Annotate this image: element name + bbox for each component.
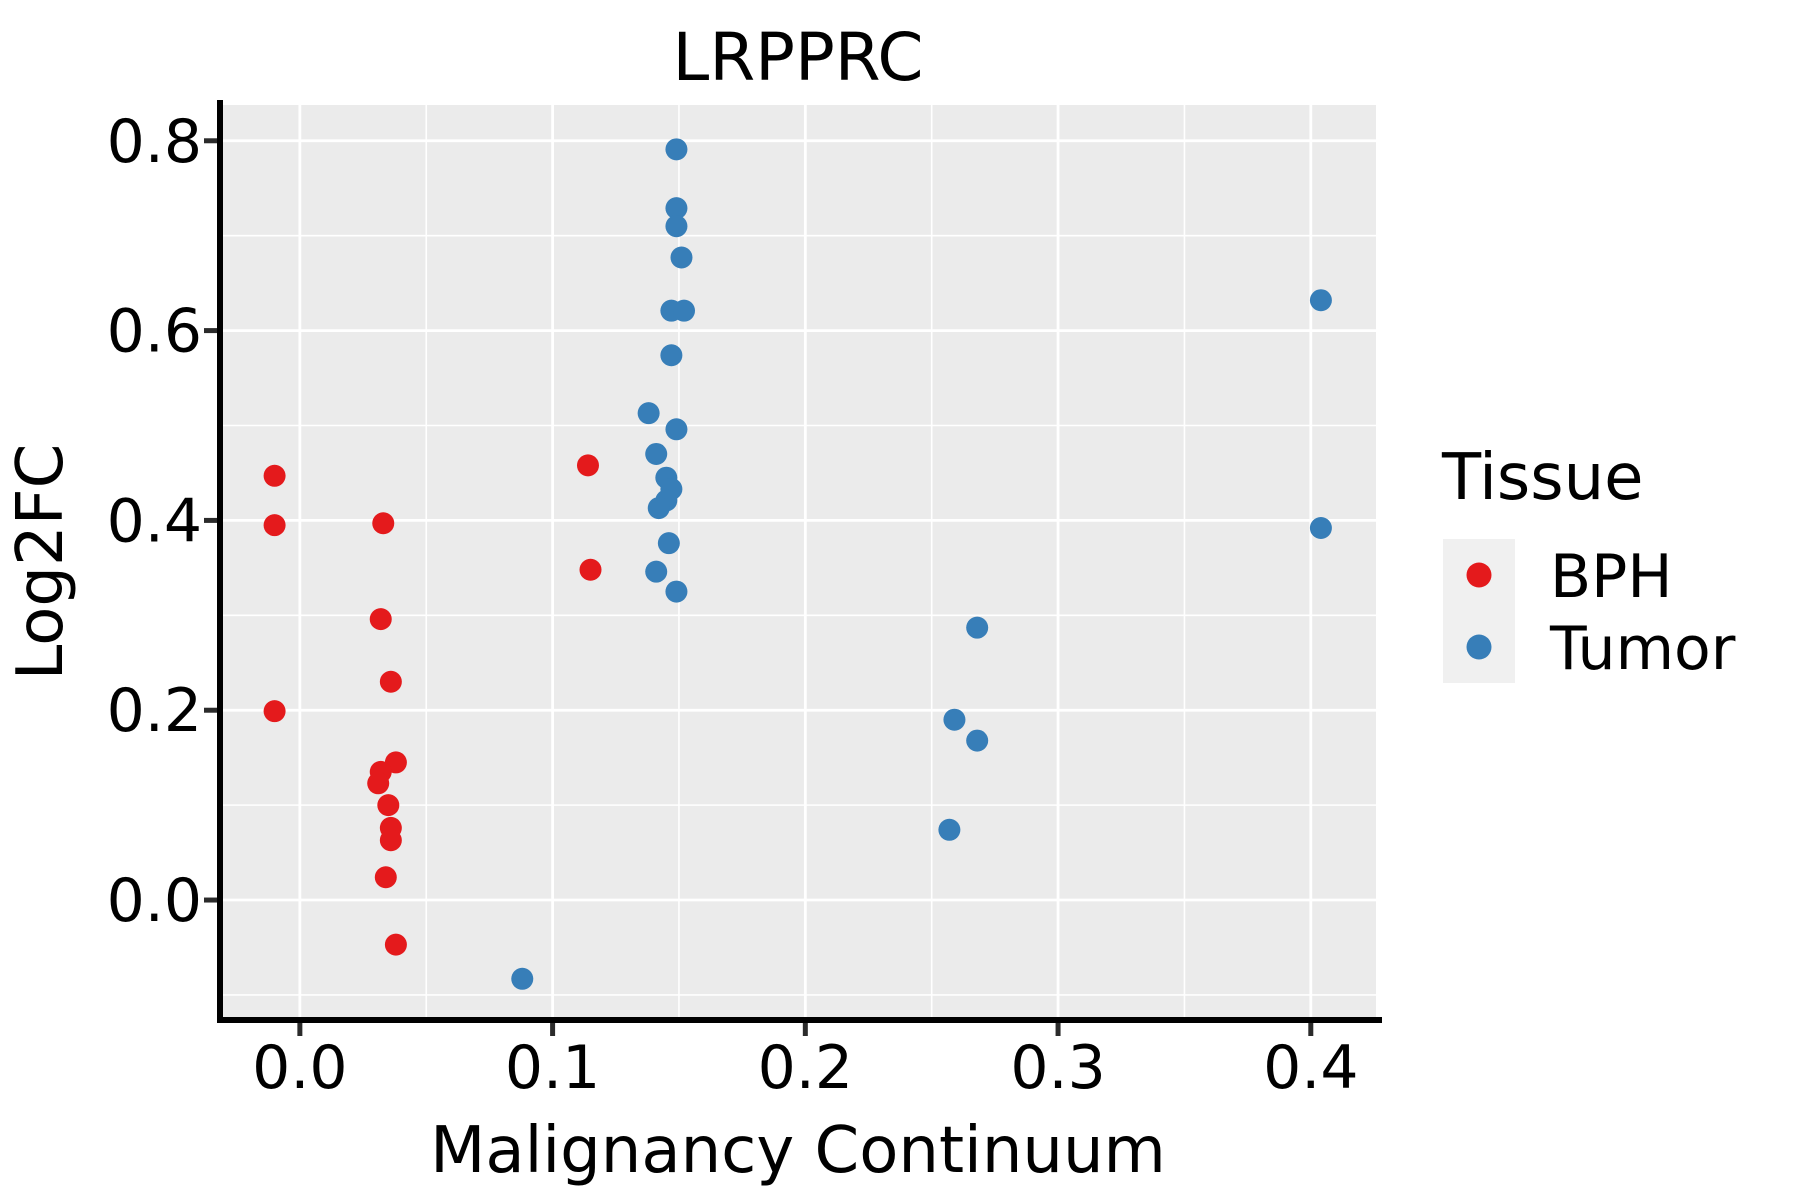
data-point-bph [576,454,599,477]
plot-panel [220,105,1376,1020]
data-point-bph [377,794,400,817]
data-point-tumor [966,729,989,752]
data-point-bph [263,700,286,723]
data-point-bph [379,670,402,693]
x-tick-label: 0.3 [1010,1033,1105,1103]
legend-swatch-bph [1466,562,1492,588]
data-point-tumor [645,442,668,465]
x-tick-label: 0.0 [252,1033,347,1103]
legend-item-tumor: Tumor [1443,611,1736,684]
data-point-bph [379,829,402,852]
legend-item-bph: BPH [1443,539,1672,612]
data-point-tumor [511,967,534,990]
data-point-bph [369,608,392,631]
data-point-tumor [637,402,660,425]
data-point-tumor [1309,289,1332,312]
y-tick-label: 0.4 [107,486,202,556]
x-tick-label: 0.1 [505,1033,600,1103]
data-point-tumor [660,344,683,367]
data-point-tumor [665,418,688,441]
legend-label-tumor: Tumor [1549,614,1736,684]
data-point-tumor [1309,517,1332,540]
data-point-bph [374,866,397,889]
y-tick-label: 0.0 [107,866,202,936]
y-tick-label: 0.8 [107,107,202,177]
data-point-tumor [943,708,966,731]
data-point-tumor [966,616,989,639]
data-point-tumor [938,818,961,841]
data-point-bph [367,772,390,795]
x-tick-label: 0.4 [1263,1033,1358,1103]
legend-label-bph: BPH [1550,542,1672,612]
axis-ticks [204,138,1314,1036]
data-point-tumor [673,299,696,322]
data-point-tumor [665,197,688,220]
data-point-tumor [657,532,680,555]
y-tick-label: 0.6 [107,297,202,367]
legend-swatch-tumor [1466,634,1492,660]
minor-gridlines [220,105,1376,1020]
major-gridlines [220,105,1376,1020]
data-point-bph [263,464,286,487]
data-point-tumor [647,497,670,520]
data-point-bph [263,514,286,537]
data-point-bph [579,558,602,581]
data-points-layer [263,138,1332,990]
plot-title: LRPPRC [673,19,924,96]
data-point-tumor [645,560,668,583]
y-axis-title: Log2FC [4,444,78,681]
axis-tick-labels: 0.0 0.1 0.2 0.3 0.4 0.0 0.2 0.4 0.6 0.8 [107,107,1359,1103]
legend-title: Tissue [1441,441,1644,515]
legend: Tissue BPH Tumor [1441,441,1736,684]
data-point-tumor [665,138,688,161]
x-tick-label: 0.2 [758,1033,853,1103]
data-point-bph [372,512,395,535]
data-point-bph [384,933,407,956]
data-point-tumor [670,246,693,269]
data-point-tumor [665,215,688,238]
x-axis-title: Malignancy Continuum [430,1114,1166,1188]
data-point-tumor [665,580,688,603]
y-tick-label: 0.2 [107,676,202,746]
